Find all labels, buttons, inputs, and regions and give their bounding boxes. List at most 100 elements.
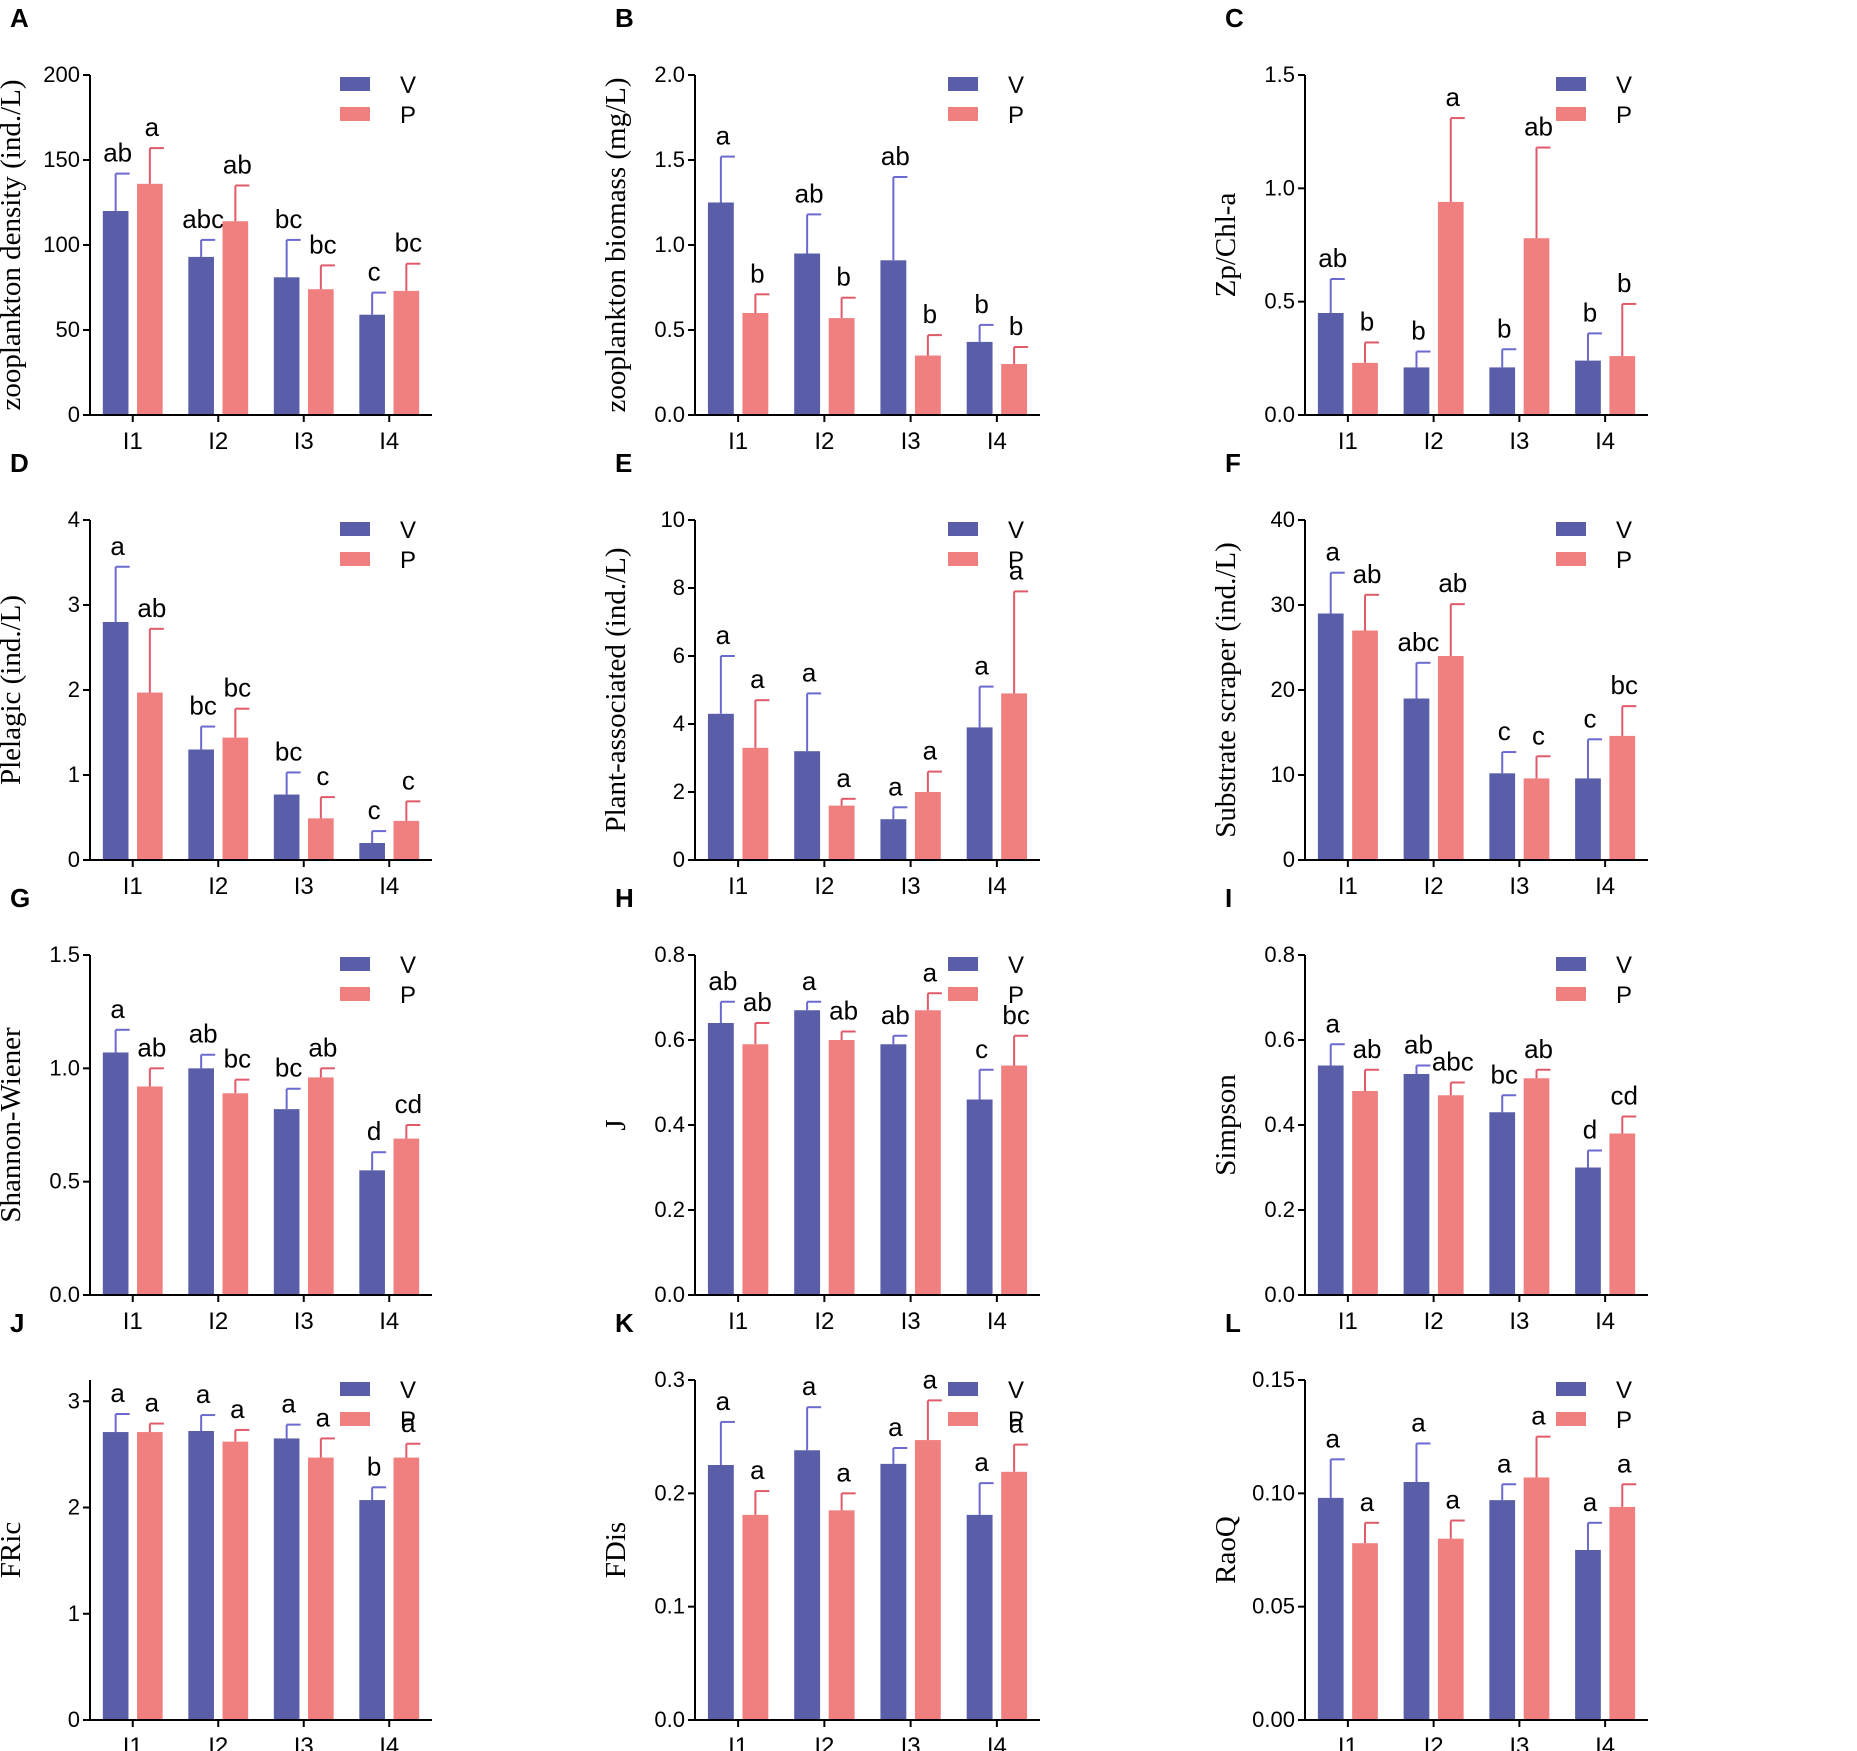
legend-label-v: V [1616,517,1632,544]
x-tick-label: I4 [379,873,399,900]
y-tick-label: 10 [661,507,685,532]
significance-letter: a [923,1364,938,1394]
legend-label-v: V [1008,1377,1024,1404]
x-tick-label: I1 [1338,873,1358,900]
legend-swatch-v [340,522,370,536]
y-tick-label: 6 [673,643,685,668]
legend-label-v: V [1616,1377,1632,1404]
y-axis-label: zooplankton biomass (mg/L) [600,77,632,412]
legend-label-p: P [1616,102,1632,129]
significance-letter: a [110,1378,125,1408]
y-tick-label: 0.6 [654,1027,685,1052]
legend-label-p: P [400,547,416,574]
bar-v-i1 [102,1432,129,1720]
bar-p-i2 [222,1093,249,1295]
bar-p-i1 [1352,630,1378,860]
y-axis-label: FDis [600,1522,632,1578]
bar-v-i3 [880,1044,907,1295]
bar-v-i4 [359,1500,385,1720]
legend-swatch-v [340,77,370,91]
bar-p-i3 [308,818,334,860]
x-tick-label: I2 [1424,1733,1444,1751]
bar-p-i2 [222,221,249,415]
panel-letter: F [1225,448,1241,478]
bar-v-i2 [794,751,821,860]
panel-letter: A [10,3,29,33]
significance-letter: a [1411,1407,1426,1437]
bar-v-i1 [707,1465,734,1720]
bar-p-i3 [914,792,941,860]
legend-swatch-v [948,1382,978,1396]
bar-p-i2 [828,1510,855,1720]
y-axis-label: zooplankton density (ind./L) [0,79,27,410]
significance-letter: ab [1404,1030,1433,1060]
y-tick-label: 1.0 [654,232,685,257]
bar-p-i4 [393,820,420,860]
y-tick-label: 0.00 [1252,1707,1295,1732]
x-tick-label: I2 [1424,1308,1444,1335]
y-tick-label: 3 [68,1388,80,1413]
bar-v-i2 [188,1431,214,1720]
significance-letter: a [1325,1423,1340,1453]
bar-v-i1 [707,202,734,415]
y-tick-label: 100 [43,232,80,257]
x-tick-label: I4 [1595,428,1615,455]
y-tick-label: 8 [673,575,685,600]
y-axis-label: Zp/Chl-a [1210,193,1242,298]
bar-v-i1 [1317,1065,1344,1295]
x-tick-label: I2 [1424,873,1444,900]
bar-p-i1 [742,1044,769,1295]
significance-letter: a [1009,1409,1024,1439]
significance-letter: ab [708,966,737,996]
y-tick-label: 1.5 [1264,62,1295,87]
significance-letter: a [923,957,938,987]
bar-v-i2 [188,256,214,415]
bar-p-i1 [1352,1091,1378,1295]
y-tick-label: 1 [68,762,80,787]
y-axis-label: RaoQ [1210,1516,1242,1584]
x-tick-label: I3 [1509,1308,1529,1335]
y-tick-label: 2 [68,677,80,702]
bar-p-i4 [393,1457,420,1720]
y-tick-label: 1.5 [654,147,685,172]
bar-p-i4 [1609,356,1636,415]
x-tick-label: I1 [1338,1308,1358,1335]
legend-swatch-p [1556,107,1586,121]
bar-p-i4 [1609,735,1636,860]
significance-letter: ab [1524,112,1553,142]
legend-swatch-v [948,957,978,971]
bar-v-i1 [102,1052,129,1295]
x-tick-label: I2 [814,873,834,900]
significance-letter: c [975,1034,988,1064]
x-tick-label: I1 [728,873,748,900]
significance-letter: ab [1353,559,1382,589]
significance-letter: a [1446,1485,1461,1515]
y-tick-label: 0.2 [654,1197,685,1222]
significance-letter: ab [137,1032,166,1062]
bar-p-i2 [1437,201,1464,415]
y-tick-label: 50 [56,317,80,342]
significance-letter: c [1583,703,1596,733]
x-tick-label: I2 [208,428,228,455]
y-tick-label: 0.0 [1264,1282,1295,1307]
bar-v-i3 [1489,773,1516,860]
y-tick-label: 0.0 [654,1282,685,1307]
panel-letter: G [10,883,30,913]
significance-letter: a [716,1386,731,1416]
legend-label-v: V [400,1377,416,1404]
legend-label-v: V [400,952,416,979]
significance-letter: a [110,531,125,561]
bar-p-i4 [1609,1133,1636,1295]
significance-letter: a [802,966,817,996]
legend-swatch-p [948,107,978,121]
x-tick-label: I2 [208,873,228,900]
significance-letter: ab [1318,243,1347,273]
y-tick-label: 0.2 [1264,1197,1295,1222]
significance-letter: a [1325,1008,1340,1038]
panel-letter: I [1225,883,1232,913]
x-tick-label: I1 [1338,1733,1358,1751]
significance-letter: a [1617,1448,1632,1478]
x-tick-label: I3 [1509,1733,1529,1751]
